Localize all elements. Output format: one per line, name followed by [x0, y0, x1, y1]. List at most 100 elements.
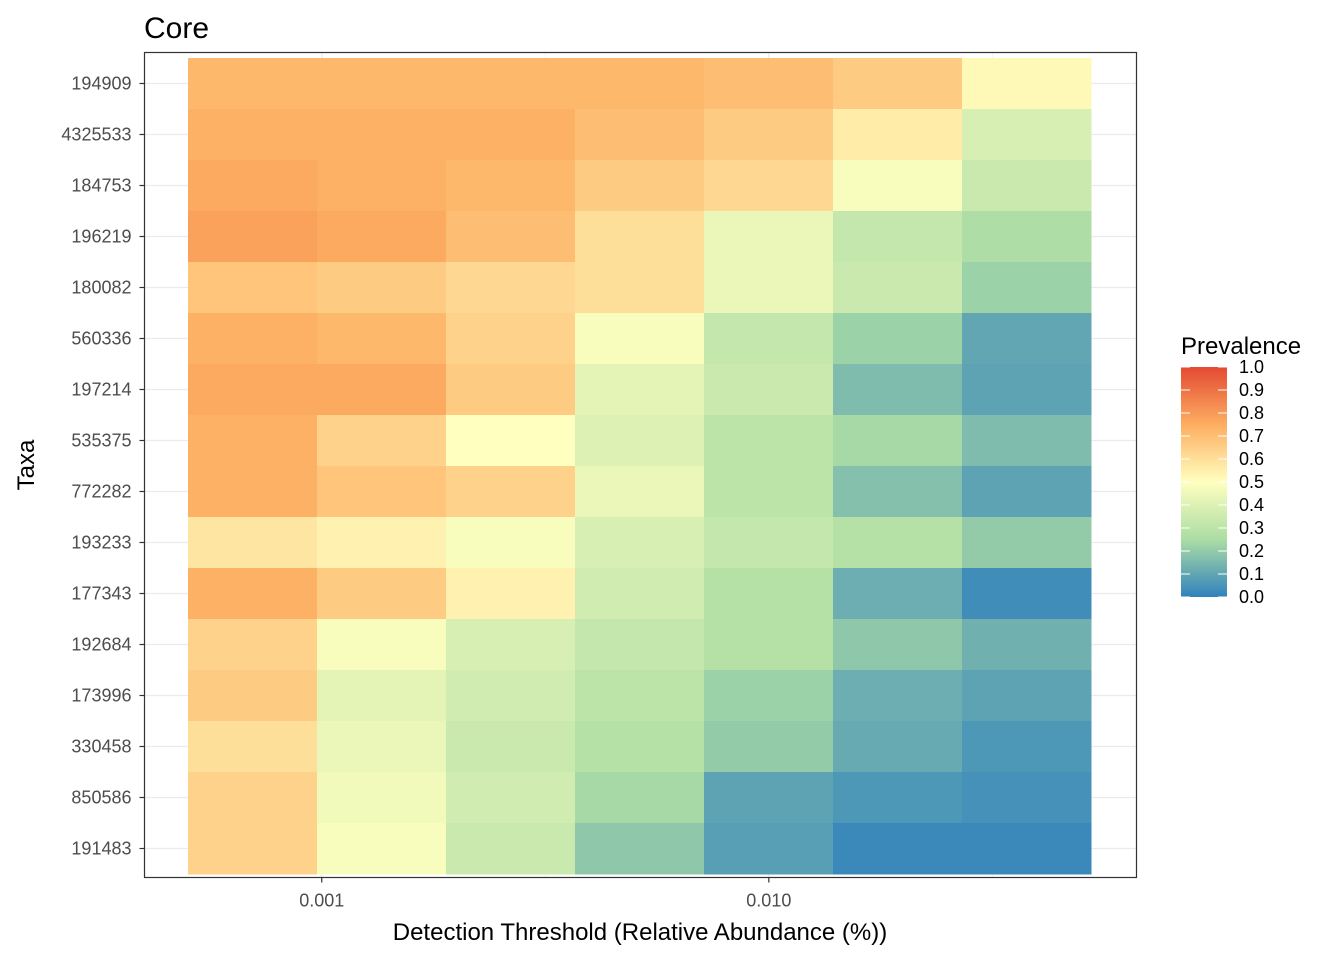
legend-label: 0.8 [1239, 403, 1264, 423]
heatmap-cell [446, 211, 576, 263]
heatmap-cell [962, 670, 1092, 722]
y-tick-label: 184753 [71, 176, 131, 196]
legend-label: 0.3 [1239, 518, 1264, 538]
legend: Prevalence 1.0 0.9 0.8 0.7 0.6 0.5 0.4 0.3 0.2 0.… [1181, 333, 1301, 607]
heatmap-cell [833, 772, 963, 824]
heatmap-cell [833, 211, 963, 263]
heatmap-cell [188, 670, 318, 722]
heatmap-cell [317, 823, 447, 875]
heatmap-cell [575, 670, 705, 722]
heatmap-cell [446, 517, 576, 569]
heatmap-cell [317, 517, 447, 569]
y-axis: 194909 4325533 184753 196219 180082 560336 197… [61, 74, 145, 859]
heatmap-cell [962, 517, 1092, 569]
heatmap-cell [962, 619, 1092, 671]
heatmap-cell [704, 364, 834, 416]
heatmap-cell [704, 313, 834, 365]
panel-border [143, 51, 1138, 879]
legend-label: 0.5 [1239, 472, 1264, 492]
legend-label: 1.0 [1239, 357, 1264, 377]
heatmap-cell [575, 466, 705, 518]
heatmap-cell [188, 823, 318, 875]
heatmap-cell [317, 415, 447, 467]
heatmap-cell [317, 160, 447, 212]
heatmap-cell [962, 568, 1092, 620]
heatmap-cell [446, 823, 576, 875]
heatmap-cell [962, 160, 1092, 212]
heatmap-cell [962, 58, 1092, 110]
heatmap-cell [317, 211, 447, 263]
heatmap-cell [317, 58, 447, 110]
y-tick-label: 193233 [71, 533, 131, 553]
heatmap-cell [446, 160, 576, 212]
y-axis-title: Taxa [13, 439, 40, 490]
heatmap-cell [317, 670, 447, 722]
heatmap-cell [833, 262, 963, 314]
heatmap-cell [704, 58, 834, 110]
heatmap-cell [446, 58, 576, 110]
heatmap-cell [833, 568, 963, 620]
heatmap-cell [188, 619, 318, 671]
legend-label: 0.9 [1239, 380, 1264, 400]
heatmap-cell [833, 58, 963, 110]
heatmap-cell [704, 466, 834, 518]
heatmap-cell [704, 517, 834, 569]
heatmap-cell [446, 262, 576, 314]
heatmap-cell [188, 109, 318, 161]
heatmap-cell [446, 415, 576, 467]
heatmap-cell [575, 160, 705, 212]
legend-label: 0.0 [1239, 587, 1264, 607]
heatmap-cell [188, 262, 318, 314]
heatmap-cell [704, 721, 834, 773]
heatmap-cell [317, 262, 447, 314]
legend-label: 0.7 [1239, 426, 1264, 446]
heatmap-cell [704, 262, 834, 314]
heatmap-cell [833, 160, 963, 212]
y-tick-label: 850586 [71, 788, 131, 808]
heatmap-cell [317, 568, 447, 620]
heatmap-cell [833, 517, 963, 569]
heatmap-cell [704, 415, 834, 467]
heatmap-cell [317, 619, 447, 671]
heatmap-cell [188, 415, 318, 467]
y-tick-label: 180082 [71, 278, 131, 298]
heatmap-cell [446, 466, 576, 518]
heatmap-cell [317, 364, 447, 416]
heatmap-cell [317, 466, 447, 518]
y-tick-label: 4325533 [61, 125, 131, 145]
y-tick-label: 192684 [71, 635, 131, 655]
heatmap-cell [962, 823, 1092, 875]
y-tick-label: 173996 [71, 686, 131, 706]
heatmap-cell [704, 772, 834, 824]
x-tick-label: 0.010 [746, 891, 791, 911]
heatmap-cell [833, 823, 963, 875]
heatmap-cell [704, 619, 834, 671]
heatmap-cell [704, 109, 834, 161]
y-tick-label: 196219 [71, 227, 131, 247]
heatmap-cell [962, 262, 1092, 314]
heatmap-cell [188, 466, 318, 518]
y-tick-label: 194909 [71, 74, 131, 94]
heatmap-cell [962, 466, 1092, 518]
heatmap-cell [446, 721, 576, 773]
chart-title: Core [144, 12, 209, 45]
heatmap-cell [833, 364, 963, 416]
heatmap-cell [704, 160, 834, 212]
y-tick-label: 560336 [71, 329, 131, 349]
heatmap-cell [575, 313, 705, 365]
heatmap-cell [962, 772, 1092, 824]
heatmap-cell [188, 568, 318, 620]
heatmap-cell [188, 58, 318, 110]
x-tick-label: 0.001 [299, 891, 344, 911]
heatmap-cell [575, 415, 705, 467]
heatmap-cell [833, 670, 963, 722]
legend-label: 0.6 [1239, 449, 1264, 469]
heatmap-cell [575, 211, 705, 263]
y-tick-label: 177343 [71, 584, 131, 604]
heatmap-cell [575, 823, 705, 875]
heatmap-cell [962, 313, 1092, 365]
legend-label: 0.1 [1239, 564, 1264, 584]
heatmap-cell [446, 364, 576, 416]
heatmap-cell [962, 211, 1092, 263]
